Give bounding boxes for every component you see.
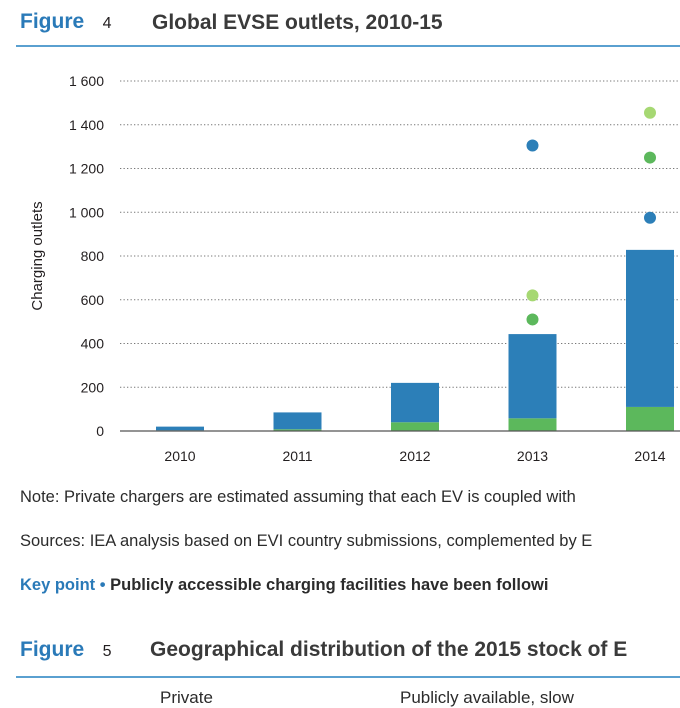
bar-segment [156,426,204,431]
x-tick-label: 2011 [282,448,312,464]
y-tick-label: 1 000 [69,204,104,220]
x-tick-label: 2013 [517,448,548,464]
key-point: Key point • Publicly accessible charging… [20,576,548,595]
data-point [644,211,656,224]
column-header: Private [160,688,213,707]
evse-outlets-chart: 0 200 400 600 800 1 000 1 200 1 400 1 600 Chargin… [29,73,680,464]
y-tick-label: 1 600 [69,73,104,89]
data-point [526,313,539,326]
figure-5-heading: Figure 5 [20,638,112,668]
bar-segment [273,412,322,430]
figure-label: Figure [20,10,85,33]
figure-number: 4 [102,15,112,32]
bar-segment [273,429,322,431]
x-tick-label: 2012 [399,448,430,464]
x-tick-label: 2010 [164,448,195,464]
bar-segment [508,334,557,419]
note-text: Note: Private chargers are estimated ass… [20,488,576,506]
figure-divider [16,45,680,47]
y-tick-label: 1 200 [69,161,104,177]
bar-segment [626,249,674,407]
figure-title: Geographical distribution of the 2015 st… [150,638,628,661]
bar-segment [626,406,674,431]
y-tick-label: 800 [81,248,105,264]
bar-segment [391,422,439,431]
y-tick-label: 1 400 [69,117,104,133]
data-point [526,139,539,152]
key-point-text: Publicly accessible charging facilities … [110,576,549,594]
figure-number: 5 [102,643,112,660]
y-tick-label: 600 [81,292,105,308]
y-tick-label: 0 [96,423,104,439]
sources-text: Sources: IEA analysis based on EVI count… [20,532,593,550]
y-tick-label: 200 [81,379,105,395]
figure-title: Global EVSE outlets, 2010-15 [152,11,443,34]
data-point [526,289,539,302]
bar-segment [508,418,557,431]
y-axis-label: Charging outlets [29,201,46,310]
figure-4-heading: Figure 4 [20,10,112,40]
figure-label: Figure [20,638,85,661]
key-point-label: Key point • [20,576,106,594]
data-point [644,151,656,164]
data-point [644,106,656,119]
column-header: Publicly available, slow [400,688,574,707]
x-tick-label: 2014 [634,448,665,464]
bar-segment [391,382,439,423]
y-tick-label: 400 [81,336,105,352]
figure-divider [16,676,680,678]
